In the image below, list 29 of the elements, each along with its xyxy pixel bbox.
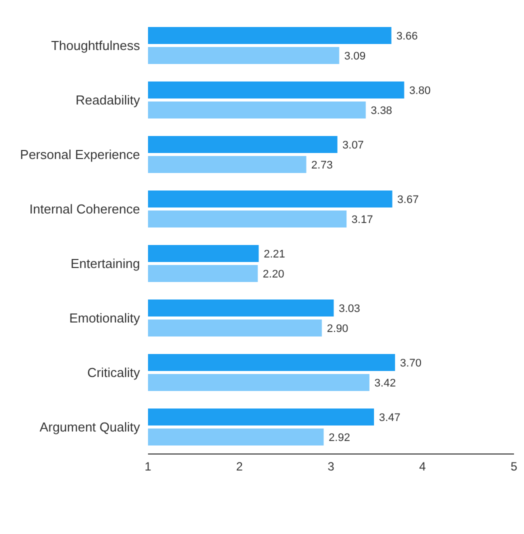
y-tick-label: Readability xyxy=(76,92,140,108)
x-tick-label: 1 xyxy=(144,460,152,474)
data-label: 2.21 xyxy=(264,248,286,260)
data-label: 2.90 xyxy=(326,322,348,335)
data-label: 3.17 xyxy=(352,214,373,226)
data-label: 2.73 xyxy=(311,159,333,172)
x-tick-label: 4 xyxy=(419,460,426,474)
x-tick-label: 2 xyxy=(236,460,244,474)
data-label: 3.07 xyxy=(342,139,364,152)
x-tick-label: 5 xyxy=(510,460,518,474)
y-tick-label: Internal Coherence xyxy=(29,201,140,216)
y-tick-label: Personal Experience xyxy=(20,146,140,162)
data-label: 2.20 xyxy=(262,268,284,280)
y-tick-label: Emotionality xyxy=(69,310,140,326)
data-label: 3.80 xyxy=(409,84,431,97)
data-label: 3.66 xyxy=(396,30,418,42)
data-label: 3.42 xyxy=(374,377,396,390)
data-label: 3.47 xyxy=(379,412,400,424)
y-tick-label: Thoughtfulness xyxy=(51,38,140,53)
y-tick-label: Criticality xyxy=(87,364,140,380)
y-tick-label: Argument Quality xyxy=(40,419,140,434)
data-label: 3.67 xyxy=(397,194,419,206)
data-label: 3.70 xyxy=(400,357,422,370)
x-tick-label: 3 xyxy=(328,460,335,474)
data-label: 3.38 xyxy=(370,104,392,117)
data-label: 3.03 xyxy=(338,302,360,315)
data-label: 2.92 xyxy=(328,432,350,444)
y-tick-label: Entertaining xyxy=(70,256,140,271)
data-label: 3.09 xyxy=(344,50,366,62)
